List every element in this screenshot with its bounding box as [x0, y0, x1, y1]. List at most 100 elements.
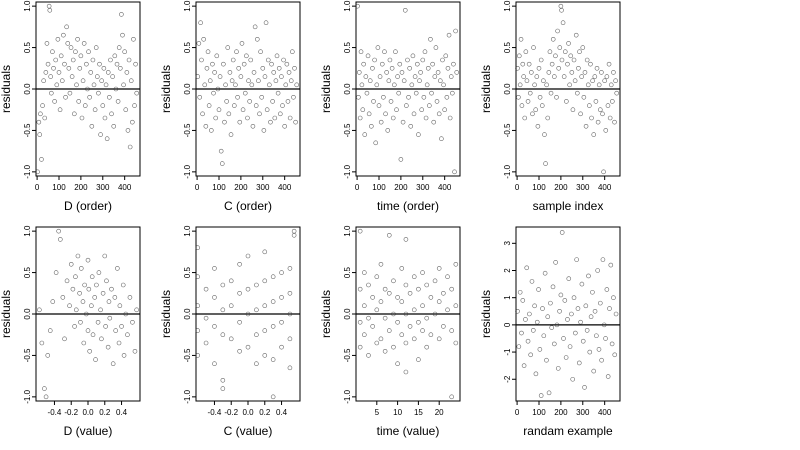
residual-point: [77, 65, 83, 71]
residual-point: [284, 61, 290, 67]
residual-point: [453, 303, 459, 309]
residual-point: [612, 352, 618, 358]
residual-point: [601, 169, 606, 175]
residual-point: [262, 328, 268, 333]
x-tick-label: 0.4: [116, 408, 128, 417]
residual-point: [518, 36, 524, 42]
residual-point: [562, 298, 568, 303]
residual-point: [230, 57, 236, 63]
residual-point: [250, 123, 256, 129]
residual-point: [444, 94, 450, 100]
residual-point: [403, 340, 409, 346]
residual-point: [267, 82, 272, 88]
residual-point: [424, 315, 430, 321]
residual-point: [70, 286, 76, 292]
residual-point: [102, 253, 108, 259]
residual-point: [198, 20, 203, 26]
residual-point: [575, 306, 581, 311]
residual-point: [394, 107, 399, 113]
residual-point: [285, 99, 291, 104]
y-axis-label: residuals: [0, 290, 13, 338]
residual-point: [43, 394, 49, 400]
residual-point: [378, 299, 384, 304]
residual-point: [107, 315, 113, 321]
residual-point: [91, 82, 97, 88]
residual-point: [442, 107, 447, 113]
residual-point: [561, 336, 566, 341]
residual-point: [75, 36, 80, 42]
residual-point: [271, 70, 277, 75]
residual-point: [237, 319, 242, 325]
residual-point: [226, 111, 232, 117]
residual-point: [270, 299, 276, 304]
residual-point: [73, 274, 78, 280]
residual-point: [268, 119, 273, 125]
residual-point: [114, 61, 120, 67]
residual-point: [87, 348, 92, 354]
y-tick-label: 0.5: [343, 266, 352, 278]
residual-point: [583, 303, 589, 309]
x-axis-label: D (value): [64, 424, 113, 438]
residual-point: [125, 128, 131, 133]
residual-point: [287, 365, 293, 371]
residual-point: [262, 278, 268, 284]
residual-point: [428, 36, 433, 42]
x-tick-label: -0.2: [64, 408, 78, 417]
residual-point: [575, 90, 580, 96]
residual-panel: -1.0 -0.5 0.0 0.5 1.0 -0.4 -0.2 0.0 0.2 0.4D (val…: [0, 225, 141, 438]
residual-point: [581, 94, 587, 100]
residual-point: [86, 286, 92, 292]
residual-point: [66, 65, 72, 71]
residual-point: [529, 70, 534, 75]
x-tick-label: 200: [394, 183, 408, 192]
residual-point: [85, 86, 90, 92]
residual-point: [420, 57, 426, 63]
residual-point: [127, 144, 133, 150]
residual-point: [595, 268, 600, 273]
residual-point: [45, 61, 51, 67]
x-tick-label: 0: [515, 183, 520, 192]
residual-point: [413, 90, 419, 96]
residual-point: [210, 61, 215, 67]
residual-point: [386, 78, 392, 84]
residual-point: [99, 336, 104, 342]
residual-point: [78, 53, 84, 59]
residual-point: [370, 295, 375, 300]
residual-point: [370, 65, 375, 71]
residual-point: [281, 57, 286, 63]
y-tick-label: 0.5: [23, 266, 32, 278]
residual-point: [559, 57, 565, 63]
residual-point: [47, 7, 53, 13]
residual-point: [527, 90, 533, 96]
residual-point: [540, 306, 545, 311]
residual-point: [529, 279, 535, 284]
residual-point: [545, 314, 551, 320]
y-axis-label: residuals: [319, 290, 333, 338]
residual-point: [533, 371, 539, 377]
residual-point: [79, 115, 85, 121]
residual-point: [520, 298, 526, 303]
residual-point: [521, 363, 527, 368]
residual-point: [236, 65, 241, 71]
x-tick-label: 300: [256, 183, 270, 192]
residual-point: [552, 74, 557, 79]
residual-point: [39, 157, 44, 162]
residual-point: [199, 57, 204, 63]
residual-point: [578, 111, 583, 117]
residual-point: [569, 70, 575, 75]
residual-point: [524, 78, 530, 84]
residual-point: [445, 65, 451, 71]
residual-point: [436, 111, 442, 117]
residual-point: [542, 132, 547, 137]
residual-point: [567, 82, 572, 88]
residual-point: [262, 353, 268, 358]
residual-point: [607, 115, 613, 121]
y-tick-label: -1.0: [503, 164, 512, 178]
residual-point: [45, 353, 51, 358]
residual-point: [50, 299, 56, 304]
residual-point: [381, 94, 386, 100]
residual-point: [211, 90, 216, 96]
residual-point: [592, 74, 598, 79]
residual-point: [261, 128, 267, 133]
residual-point: [355, 3, 360, 9]
